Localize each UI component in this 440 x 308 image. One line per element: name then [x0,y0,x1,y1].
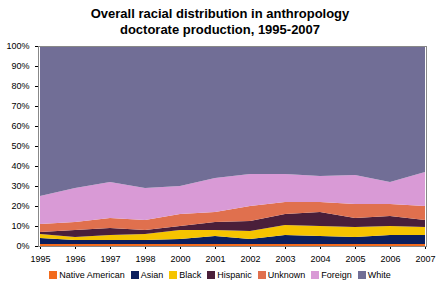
svg-text:30%: 30% [11,181,29,191]
svg-text:2002: 2002 [240,254,260,264]
svg-text:2003: 2003 [275,254,295,264]
svg-text:2005: 2005 [345,254,365,264]
svg-text:1995: 1995 [30,254,50,264]
html-text:Unknown: Unknown [267,270,306,280]
svg-text:70%: 70% [11,101,29,111]
svg-text:60%: 60% [11,121,29,131]
html-text:White: White [367,270,391,280]
svg-text:50%: 50% [11,141,29,151]
svg-text:20%: 20% [11,201,29,211]
svg-text:80%: 80% [11,81,29,91]
svg-text:10%: 10% [11,221,29,231]
html-text:Asian: Asian [140,270,164,280]
html-text:Overall racial distribution in: Overall racial distribution in anthropol… [90,6,350,37]
svg-text:2004: 2004 [310,254,330,264]
svg-text:1996: 1996 [65,254,85,264]
svg-text:1997: 1997 [100,254,120,264]
svg-text:90%: 90% [11,61,29,71]
html-text:Foreign: Foreign [321,270,352,280]
svg-text:100%: 100% [6,41,29,51]
html-text:Hispanic: Hispanic [217,270,252,280]
svg-text:2000: 2000 [170,254,190,264]
svg-text:40%: 40% [11,161,29,171]
svg-text:2001: 2001 [205,254,225,264]
svg-text:2007: 2007 [415,254,435,264]
html-text:Native American: Native American [59,270,125,280]
svg-text:0%: 0% [16,241,29,251]
svg-text:1998: 1998 [135,254,155,264]
html-text:Black: Black [179,270,202,280]
svg-text:2006: 2006 [380,254,400,264]
